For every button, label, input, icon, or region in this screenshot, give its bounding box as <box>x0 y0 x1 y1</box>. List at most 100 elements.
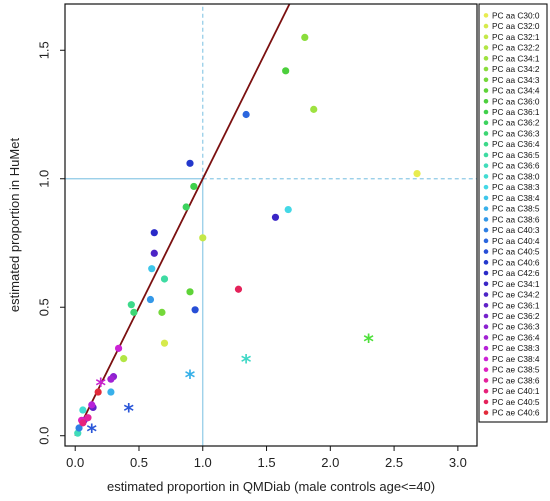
legend-marker <box>483 34 489 40</box>
x-tick-label: 0.5 <box>130 455 148 470</box>
data-point <box>146 295 155 304</box>
legend-marker <box>483 88 489 93</box>
y-axis: 0.0 0.5 1.0 1.5 <box>36 41 65 445</box>
legend-label: PC ae C38:5 <box>492 365 540 375</box>
legend-marker <box>483 367 489 372</box>
legend-label: PC aa C40:4 <box>492 236 540 246</box>
data-point <box>160 339 169 347</box>
legend-label: PC ae C36:1 <box>492 300 540 310</box>
legend-label: PC ae C40:5 <box>492 397 540 407</box>
x-tick-label: 0.0 <box>66 455 84 470</box>
legend-label: PC ae C38:4 <box>492 354 540 364</box>
data-point <box>160 275 169 283</box>
legend: PC aa C30:0PC aa C32:0PC aa C32:1 PC aa C… <box>478 3 548 423</box>
legend-label: PC ae C34:1 <box>492 279 540 289</box>
data-point-star: * <box>185 366 196 390</box>
data-point <box>150 229 158 237</box>
legend-marker <box>483 260 489 265</box>
legend-label: PC aa C38:4 <box>492 193 540 203</box>
legend-marker <box>483 23 489 29</box>
plot-frame <box>64 3 478 447</box>
data-point <box>120 355 128 363</box>
legend-label: PC aa C36:3 <box>492 128 540 138</box>
legend-marker <box>483 292 489 297</box>
legend-marker <box>483 98 489 104</box>
data-point <box>94 388 102 396</box>
legend-marker <box>483 335 489 340</box>
y-tick-label: 1.5 <box>36 41 51 59</box>
legend-label: PC aa C36:6 <box>492 161 540 171</box>
legend-label: PC aa C36:2 <box>492 118 540 128</box>
data-point <box>186 288 194 296</box>
data-point <box>234 285 243 293</box>
legend-label: PC ae C40:6 <box>492 408 540 418</box>
legend-label: PC aa C34:3 <box>492 75 540 85</box>
legend-marker <box>483 313 489 319</box>
data-point <box>282 67 290 75</box>
data-point-star: * <box>241 350 252 374</box>
data-point <box>190 182 198 191</box>
data-point-star: * <box>87 420 98 444</box>
legend-marker <box>483 195 489 201</box>
legend-label: PC ae C38:6 <box>492 375 540 385</box>
data-point <box>107 388 115 396</box>
legend-marker <box>483 163 489 168</box>
legend-label: PC aa C36:4 <box>492 139 540 149</box>
y-tick-label: 0.0 <box>36 427 51 445</box>
data-point <box>158 308 166 316</box>
legend-label: PC aa C30:0 <box>492 10 540 20</box>
legend-label: PC aa C38:3 <box>492 182 540 192</box>
data-point-star: * <box>95 373 106 397</box>
legend-marker <box>483 13 489 18</box>
legend-marker <box>483 141 489 147</box>
x-tick-label: 1.0 <box>194 455 212 470</box>
legend-label: PC ae C36:3 <box>492 322 540 332</box>
x-axis-title: estimated proportion in QMDiab (male con… <box>107 479 435 494</box>
legend-marker <box>483 206 489 211</box>
legend-marker <box>483 410 489 415</box>
data-point <box>310 105 318 113</box>
legend-marker <box>483 77 489 83</box>
x-tick-label: 1.5 <box>257 455 275 470</box>
legend-label: PC aa C42:6 <box>492 268 540 278</box>
legend-label: PC aa C36:5 <box>492 150 540 160</box>
data-point <box>75 424 83 432</box>
legend-label: PC ae C40:1 <box>492 386 540 396</box>
legend-marker <box>483 66 489 72</box>
x-tick-label: 2.0 <box>321 455 339 470</box>
data-point <box>182 203 190 211</box>
data-point <box>301 33 309 42</box>
legend-box <box>478 3 548 423</box>
x-tick-label: 2.5 <box>385 455 403 470</box>
data-point <box>79 419 87 427</box>
legend-label: PC aa C32:1 <box>492 32 540 42</box>
plot-background <box>65 4 477 446</box>
data-point-star: * <box>124 399 135 423</box>
data-point <box>107 375 115 383</box>
data-points: * * * * * * <box>74 33 421 444</box>
legend-marker <box>483 238 489 244</box>
y-axis-title: estimated proportion in HuMet <box>7 138 22 313</box>
legend-label: PC aa C40:3 <box>492 225 540 235</box>
legend-label: PC aa C34:2 <box>492 64 540 74</box>
plot-border <box>64 3 478 447</box>
reference-lines <box>65 4 477 446</box>
plot-area <box>65 4 477 446</box>
legend-marker <box>483 324 489 330</box>
data-point <box>127 301 135 309</box>
legend-marker <box>483 152 489 158</box>
legend-label: PC aa C36:1 <box>492 107 540 117</box>
legend-marker <box>483 56 489 61</box>
data-point <box>114 344 123 352</box>
data-point-star: * <box>363 330 374 354</box>
legend-label: PC aa C32:0 <box>492 21 540 31</box>
legend-label: PC aa C38:0 <box>492 171 540 181</box>
legend-marker <box>483 302 489 308</box>
legend-label: PC ae C34:2 <box>492 290 540 300</box>
y-tick-label: 0.5 <box>36 298 51 316</box>
data-point <box>191 306 199 314</box>
legend-marker <box>483 270 489 276</box>
legend-label: PC ae C36:2 <box>492 311 540 321</box>
legend-marker <box>483 356 489 362</box>
